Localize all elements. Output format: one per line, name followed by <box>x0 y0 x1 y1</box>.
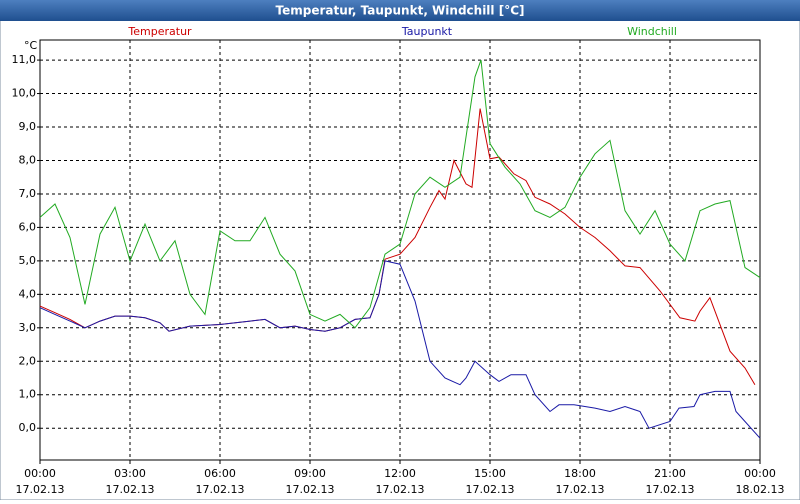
y-tick-label: 3,0 <box>19 321 37 334</box>
x-tick-label: 12:00 <box>384 467 416 480</box>
x-tick-date: 17.02.13 <box>106 483 155 496</box>
x-tick-label: 15:00 <box>474 467 506 480</box>
x-tick-label: 03:00 <box>114 467 146 480</box>
legend-entry: Windchill <box>627 25 677 38</box>
x-tick-label: 00:00 <box>744 467 776 480</box>
x-tick-label: 21:00 <box>654 467 686 480</box>
series-line <box>39 260 761 439</box>
chart-title: Temperatur, Taupunkt, Windchill [°C] <box>276 4 525 18</box>
x-tick-date: 17.02.13 <box>376 483 425 496</box>
y-tick-label: 10,0 <box>12 87 37 100</box>
y-tick-label: 11,0 <box>12 53 37 66</box>
y-tick-label: 2,0 <box>19 354 37 367</box>
legend-entry: Taupunkt <box>401 25 453 38</box>
y-tick-label: 0,0 <box>19 421 37 434</box>
y-tick-label: 9,0 <box>19 120 37 133</box>
legend-entry: Temperatur <box>127 25 192 38</box>
x-tick-date: 17.02.13 <box>556 483 605 496</box>
x-tick-date: 17.02.13 <box>646 483 695 496</box>
x-tick-date: 17.02.13 <box>196 483 245 496</box>
x-tick-date: 18.02.13 <box>736 483 785 496</box>
x-tick-date: 17.02.13 <box>16 483 65 496</box>
series-line <box>39 59 761 329</box>
x-tick-label: 18:00 <box>564 467 596 480</box>
x-tick-date: 17.02.13 <box>286 483 335 496</box>
title-bar <box>0 0 800 21</box>
y-tick-label: 4,0 <box>19 287 37 300</box>
y-tick-label: 1,0 <box>19 388 37 401</box>
x-tick-date: 17.02.13 <box>466 483 515 496</box>
x-tick-label: 00:00 <box>24 467 56 480</box>
y-tick-label: 8,0 <box>19 153 37 166</box>
x-tick-label: 06:00 <box>204 467 236 480</box>
y-tick-label: 5,0 <box>19 254 37 267</box>
y-tick-label: 6,0 <box>19 220 37 233</box>
y-axis-label: °C <box>24 39 38 52</box>
x-tick-label: 09:00 <box>294 467 326 480</box>
y-tick-label: 7,0 <box>19 187 37 200</box>
